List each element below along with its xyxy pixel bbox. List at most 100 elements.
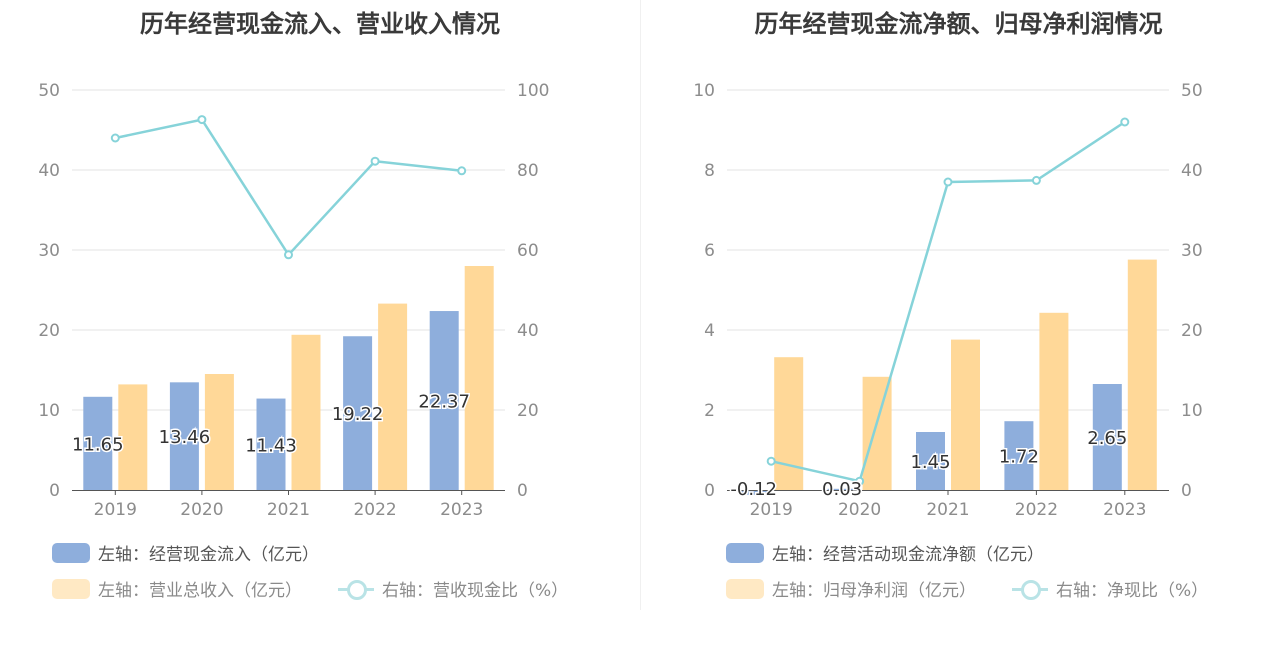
bar-blue[interactable] <box>1004 421 1034 490</box>
bar-data-label: 1.72 <box>999 447 1039 468</box>
line-point[interactable] <box>1120 117 1130 127</box>
legend-item-bar-yellow[interactable]: 左轴：归母净利润（亿元） <box>726 576 976 601</box>
legend-item-bar-yellow[interactable]: 左轴：营业总收入（亿元） <box>52 576 302 601</box>
right-axis-tick-label: 10 <box>1181 401 1203 421</box>
legend-label: 左轴：归母净利润（亿元） <box>772 581 976 601</box>
x-axis-tick-label: 2023 <box>440 500 483 520</box>
legend-item-bar-blue[interactable]: 左轴：经营活动现金流净额（亿元） <box>726 540 1044 565</box>
bar-data-label: 0.03 <box>822 479 862 500</box>
bar-yellow[interactable] <box>118 384 148 490</box>
line-point[interactable] <box>370 156 380 166</box>
bar-yellow[interactable] <box>1039 312 1069 490</box>
legend-item-bar-blue[interactable]: 左轴：经营现金流入（亿元） <box>52 540 319 565</box>
line-series <box>115 118 462 257</box>
bar-data-label: 1.45 <box>910 452 950 473</box>
x-axis-tick-label: 2021 <box>267 500 310 520</box>
right-axis-tick-label: 0 <box>1181 481 1192 501</box>
left-axis-tick-label: 50 <box>38 81 60 101</box>
legend-swatch <box>52 578 90 599</box>
bar-data-label: 22.37 <box>418 392 470 413</box>
line-point[interactable] <box>284 250 293 260</box>
left-axis-tick-label: 30 <box>38 241 60 261</box>
right-axis-tick-label: 100 <box>517 81 549 101</box>
bar-blue[interactable] <box>83 396 113 490</box>
bar-blue[interactable] <box>827 488 857 490</box>
bar-blue[interactable] <box>916 432 945 490</box>
bar-blue[interactable] <box>1092 384 1122 490</box>
bar-blue[interactable] <box>429 311 459 490</box>
line-point[interactable] <box>855 476 865 486</box>
bar-data-label: 2.65 <box>1087 428 1127 449</box>
right-axis-tick-label: 40 <box>517 321 539 341</box>
bar-blue[interactable] <box>343 336 373 490</box>
left-axis-tick-label: 10 <box>693 81 715 101</box>
right-axis-tick-label: 20 <box>1181 321 1203 341</box>
chart-title: 历年经营现金流净额、归母净利润情况 <box>754 10 1163 38</box>
legend-item-line[interactable]: 右轴：净现比（%） <box>1012 576 1208 601</box>
bar-yellow[interactable] <box>378 303 408 490</box>
bar-yellow[interactable] <box>774 357 804 490</box>
line-point[interactable] <box>766 456 776 466</box>
right-axis-tick-label: 40 <box>1181 161 1203 181</box>
bar-yellow[interactable] <box>204 374 234 490</box>
legend-swatch <box>726 542 764 563</box>
x-axis-tick-label: 2021 <box>926 500 969 520</box>
left-axis-tick-label: 40 <box>38 161 60 181</box>
x-axis-tick-label: 2022 <box>1015 500 1058 520</box>
x-axis-tick-label: 2022 <box>353 500 396 520</box>
line-series <box>770 120 1126 483</box>
bar-yellow[interactable] <box>951 339 980 490</box>
right-axis-tick-label: 30 <box>1181 241 1203 261</box>
line-point[interactable] <box>1031 175 1041 185</box>
right-axis-tick-label: 80 <box>517 161 539 181</box>
chart-title: 历年经营现金流入、营业收入情况 <box>140 10 500 38</box>
left-axis-tick-label: 10 <box>38 401 60 421</box>
bar-yellow[interactable] <box>291 334 321 490</box>
x-axis-tick-label: 2019 <box>94 500 137 520</box>
legend-line-icon <box>338 579 374 600</box>
chart-plot-area: 0 2 4 6 8 10 0 10 20 30 40 50 2019 2020 2021 2022 2023 -0… <box>693 81 1203 520</box>
legend-label: 右轴：营收现金比（%） <box>382 581 569 601</box>
bar-yellow[interactable] <box>1127 259 1157 490</box>
bar-data-label: 13.46 <box>159 427 211 448</box>
legend-label: 左轴：经营活动现金流净额（亿元） <box>772 545 1044 565</box>
legend-swatch <box>52 542 90 563</box>
chart-panel-left: 历年经营现金流入、营业收入情况 0 10 20 30 40 50 0 20 40 60 80 100 2… <box>38 10 568 601</box>
bar-blue[interactable] <box>256 398 286 490</box>
left-axis-tick-label: 20 <box>38 321 60 341</box>
left-axis-tick-label: 0 <box>704 481 715 501</box>
x-axis-tick-label: 2023 <box>1103 500 1146 520</box>
left-axis-tick-label: 0 <box>49 481 60 501</box>
right-axis-tick-label: 0 <box>517 481 528 501</box>
line-point[interactable] <box>110 133 120 143</box>
bar-data-label: 19.22 <box>332 404 384 425</box>
left-axis-tick-label: 2 <box>704 401 715 421</box>
legend-label: 左轴：经营现金流入（亿元） <box>98 545 319 565</box>
right-axis-tick-label: 60 <box>517 241 539 261</box>
legend-swatch <box>726 578 764 599</box>
bar-blue[interactable] <box>739 490 769 495</box>
x-axis-tick-label: 2020 <box>838 500 881 520</box>
bar-data-label: -0.12 <box>730 479 777 500</box>
chart-panel-right: 历年经营现金流净额、归母净利润情况 0 2 4 6 8 10 0 10 20 30 40 50 2019… <box>642 0 1275 655</box>
line-point[interactable] <box>457 166 467 176</box>
left-axis-tick-label: 4 <box>704 321 715 341</box>
left-axis-tick-label: 6 <box>704 241 715 261</box>
x-axis-tick-label: 2019 <box>750 500 793 520</box>
line-point[interactable] <box>943 177 953 187</box>
legend-line-icon <box>1012 579 1048 600</box>
right-axis-tick-label: 20 <box>517 401 539 421</box>
bar-blue[interactable] <box>169 382 199 490</box>
bar-data-label: 11.65 <box>72 434 124 455</box>
bar-yellow[interactable] <box>862 376 892 490</box>
x-axis-tick-label: 2020 <box>180 500 223 520</box>
right-axis-tick-label: 50 <box>1181 81 1203 101</box>
line-point[interactable] <box>197 115 207 125</box>
bar-data-label: 11.43 <box>245 435 297 456</box>
legend-item-line[interactable]: 右轴：营收现金比（%） <box>338 576 568 601</box>
legend-label: 右轴：净现比（%） <box>1056 581 1209 601</box>
panel-divider <box>640 0 641 610</box>
left-axis-tick-label: 8 <box>704 161 715 181</box>
chart-plot-area: 0 10 20 30 40 50 0 20 40 60 80 100 2019 2020 2021 2022 2… <box>38 81 549 520</box>
bar-yellow[interactable] <box>464 266 494 490</box>
